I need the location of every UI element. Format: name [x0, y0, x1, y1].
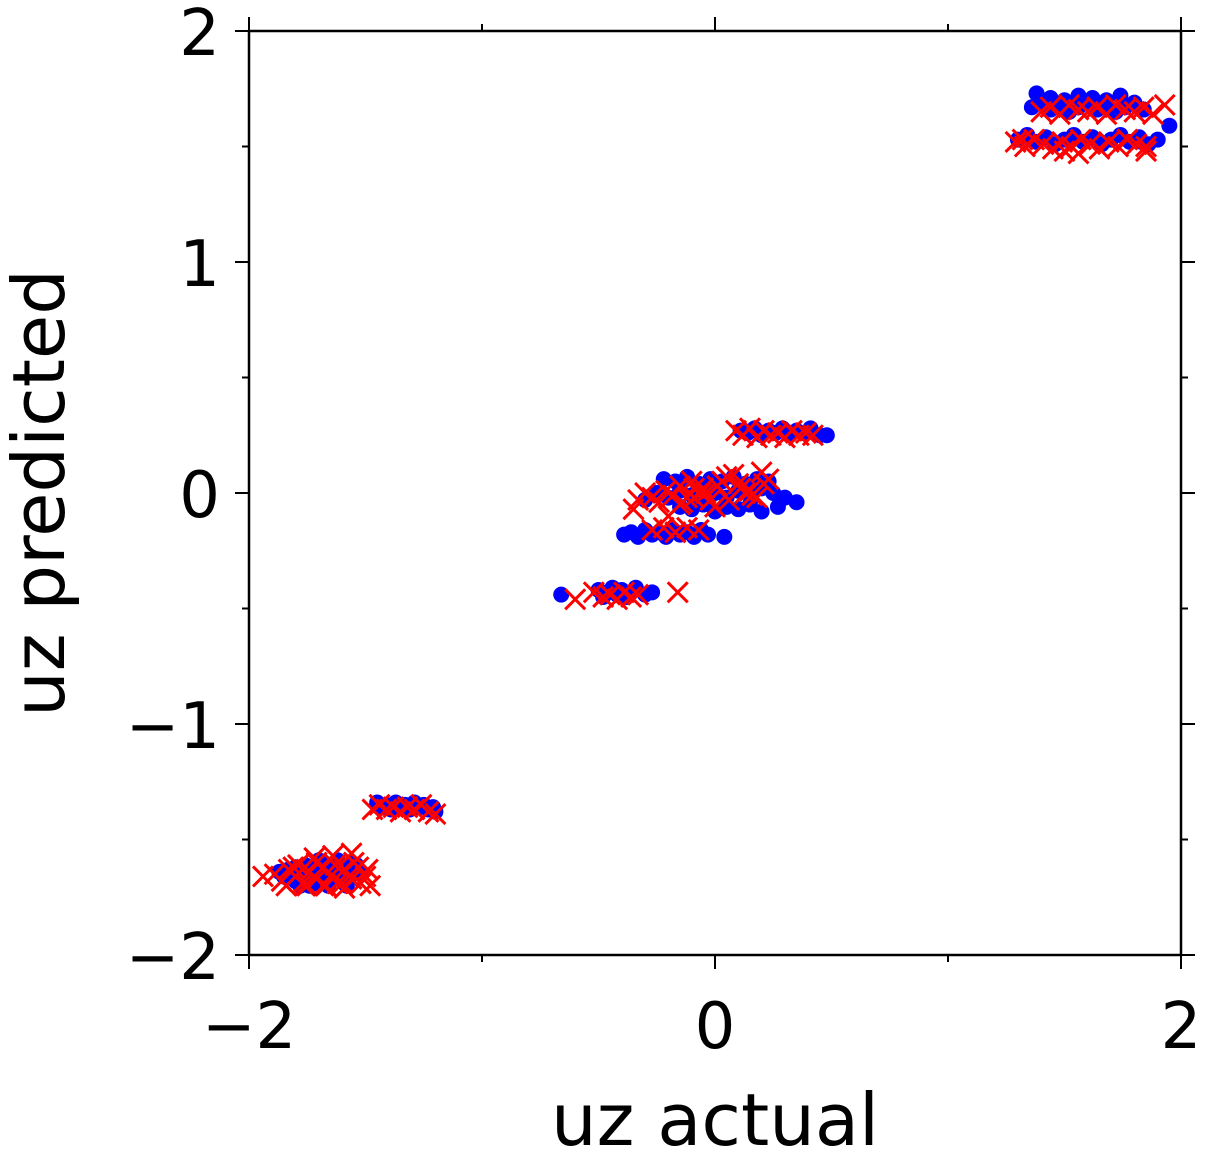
data-point-cross — [1141, 103, 1165, 126]
y-tick-label: −2 — [126, 921, 220, 995]
data-point-cross — [727, 472, 750, 495]
data-point-cross — [282, 856, 305, 879]
data-point-cross — [356, 858, 379, 881]
data-point-cross — [671, 491, 694, 514]
data-point-circle — [1161, 117, 1178, 134]
data-point-cross — [1086, 96, 1109, 119]
data-point-cross — [1134, 140, 1158, 163]
data-point-cross — [627, 583, 650, 606]
data-point-cross — [305, 851, 328, 874]
data-point-cross — [293, 874, 316, 897]
data-point-cross — [296, 874, 319, 897]
data-point-cross — [331, 872, 354, 895]
data-point-cross — [752, 472, 775, 495]
x-tick-label: 0 — [695, 990, 736, 1064]
data-point-cross — [652, 516, 675, 539]
data-point-cross — [1153, 93, 1176, 116]
data-point-cross — [1134, 135, 1158, 158]
data-point-circle — [818, 427, 835, 444]
data-point-cross — [1013, 135, 1036, 158]
data-point-cross — [687, 518, 710, 542]
data-point-cross — [729, 477, 752, 500]
data-point-cross — [620, 585, 643, 609]
data-point-cross — [333, 876, 356, 900]
data-point-circle — [788, 494, 805, 511]
data-point-circle — [700, 526, 717, 543]
data-point-cross — [1067, 142, 1090, 165]
axis-ticks — [235, 17, 1195, 969]
data-point-cross — [349, 872, 372, 895]
y-axis-label: uz predicted — [0, 269, 81, 717]
data-point-cross — [666, 581, 689, 604]
data-point-circle — [769, 498, 786, 515]
data-point-cross — [321, 844, 344, 867]
data-point-cross — [703, 495, 727, 518]
data-point-cross — [682, 486, 706, 509]
data-point-cross — [1132, 96, 1155, 119]
data-point-cross — [1039, 96, 1062, 119]
data-point-cross — [1088, 137, 1111, 160]
data-point-cross — [564, 588, 587, 611]
data-point-circle — [1098, 92, 1115, 109]
data-point-cross — [275, 874, 298, 897]
y-tick-label: 1 — [179, 228, 220, 302]
data-point-cross — [794, 421, 817, 445]
data-point-cross — [706, 475, 729, 498]
tick-labels: −2 0 2 −2 −1 0 1 2 — [126, 0, 1202, 1064]
data-point-cross — [801, 424, 824, 447]
data-point-cross — [694, 481, 717, 505]
data-point-cross — [648, 491, 671, 514]
x-axis-label: uz actual — [551, 1078, 879, 1162]
data-point-cross — [303, 846, 326, 870]
data-point-cross — [417, 800, 440, 823]
data-point-cross — [1011, 128, 1034, 151]
data-points — [251, 85, 1178, 900]
x-tick-label: 2 — [1161, 990, 1202, 1064]
data-point-cross — [664, 521, 687, 544]
data-point-cross — [1107, 135, 1130, 158]
y-tick-label: −1 — [126, 690, 220, 764]
data-point-circle — [644, 584, 661, 601]
data-point-cross — [424, 803, 447, 826]
x-tick-label: −2 — [202, 990, 296, 1064]
y-tick-label: 2 — [179, 0, 220, 71]
data-point-cross — [312, 874, 335, 897]
y-tick-label: 0 — [179, 459, 220, 533]
data-point-circle — [716, 528, 733, 545]
data-point-cross — [286, 853, 309, 876]
